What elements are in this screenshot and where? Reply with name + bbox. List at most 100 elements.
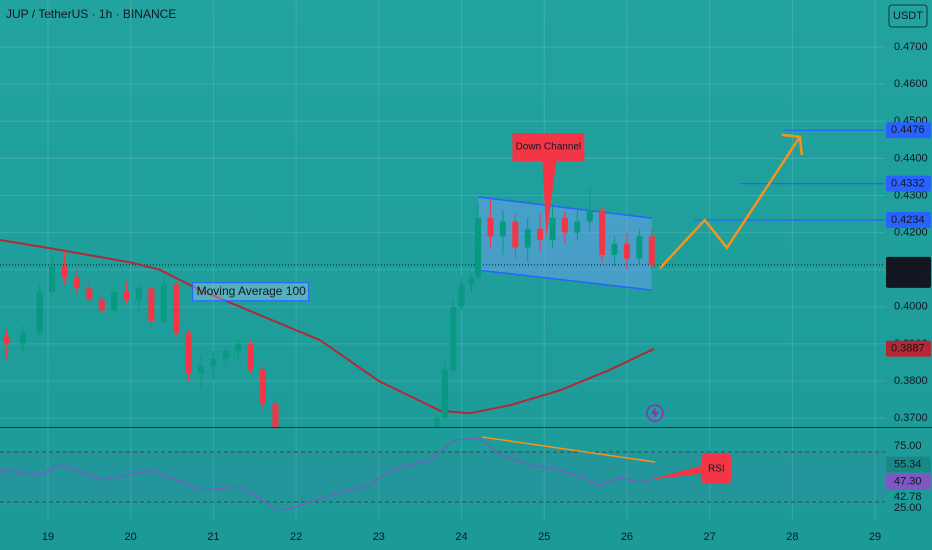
candle-body: [247, 343, 254, 370]
rsi-pill-label: 55.34: [894, 459, 922, 471]
y-tick-label: 0.4200: [894, 227, 928, 239]
rsi-tick-label: 25.00: [894, 502, 922, 514]
price-pill-label: 0.4332: [891, 178, 925, 190]
candle-body: [450, 306, 457, 370]
candle-body: [61, 265, 68, 278]
x-tick-label: 28: [786, 531, 798, 543]
x-tick-label: 24: [455, 531, 467, 543]
candle-body: [272, 403, 279, 427]
y-tick-label: 0.4700: [894, 41, 928, 53]
candle-body: [222, 351, 229, 359]
rsi-pill-label: 42.78: [894, 491, 922, 503]
candle-body: [160, 284, 167, 322]
rsi-pill: [886, 473, 931, 490]
candle-body: [599, 210, 606, 255]
price-pill-label: 0.4113: [891, 259, 924, 271]
x-tick-label: 26: [621, 531, 633, 543]
price-pill: [886, 122, 931, 139]
rsi-pill: [886, 456, 931, 473]
candle-body: [574, 221, 581, 233]
price-pill: [886, 271, 931, 288]
candle-body: [524, 228, 531, 248]
candle-body: [441, 369, 448, 419]
candle-body: [475, 217, 482, 278]
candle-body: [235, 343, 242, 352]
candle-body: [561, 217, 568, 233]
price-pill-label: 05:33: [891, 274, 919, 286]
candle-body: [487, 217, 494, 237]
candle-body: [499, 221, 506, 237]
candle-body: [537, 228, 544, 241]
candle-body: [433, 418, 440, 427]
rsi-callout: [649, 453, 732, 484]
candle-body: [260, 369, 267, 404]
rsi-tick-label: 75.00: [894, 440, 922, 452]
alert-icon: [646, 404, 664, 422]
candle-body: [73, 277, 80, 289]
candle-body: [458, 284, 465, 307]
candle-body: [611, 243, 618, 255]
price-pill: [886, 340, 931, 357]
channel-lower: [477, 269, 652, 291]
rsi-line: [0, 437, 650, 511]
candle-body: [98, 299, 105, 311]
candle-body: [586, 210, 593, 222]
rsi-band: [0, 452, 885, 502]
candle-body: [648, 236, 655, 265]
ma-label: Moving Average 100: [197, 284, 307, 298]
ma-label-box: [192, 282, 310, 302]
price-pill-label: 0.4234: [891, 214, 925, 226]
candle-body: [86, 288, 93, 300]
candle-body: [123, 291, 130, 300]
chart-title: JUP / TetherUS · 1h · BINANCE: [6, 7, 176, 21]
price-pill: [886, 256, 931, 273]
candle-body: [135, 288, 142, 300]
y-tick-label: 0.3700: [894, 412, 928, 424]
projection-path: [659, 136, 801, 270]
y-tick-label: 0.3800: [894, 375, 928, 387]
currency-box: [888, 4, 928, 28]
candle-body: [512, 221, 519, 248]
channel-upper: [477, 196, 652, 219]
candle-body: [549, 217, 556, 241]
candle-body: [185, 332, 192, 374]
candle-body: [111, 291, 118, 311]
candle-body: [20, 332, 27, 344]
x-tick-label: 29: [869, 531, 881, 543]
moving-average: [0, 239, 655, 415]
down-channel-label: Down Channel: [516, 142, 582, 153]
x-tick-label: 19: [42, 531, 54, 543]
y-tick-label: 0.4400: [894, 152, 928, 164]
candle-body: [636, 236, 643, 259]
rsi-label: RSI: [708, 463, 725, 474]
candle-body: [3, 336, 10, 344]
x-tick-label: 21: [207, 531, 219, 543]
candle-body: [49, 265, 56, 292]
price-pill-label: 0.3887: [891, 343, 925, 355]
alert-bolt: [651, 407, 659, 419]
rsi-pane: [0, 437, 650, 511]
currency: USDT: [893, 10, 923, 22]
x-tick-label: 27: [704, 531, 716, 543]
candle-body: [623, 243, 630, 259]
price-pill: [886, 211, 931, 228]
x-tick-label: 23: [373, 531, 385, 543]
x-tick-label: 25: [538, 531, 550, 543]
price-pill: [886, 175, 931, 192]
x-tick-label: 20: [125, 531, 137, 543]
candle-body: [197, 366, 204, 374]
candle-body: [36, 291, 43, 333]
rsi-pill-label: 47.30: [894, 476, 922, 488]
price-pane: [0, 129, 885, 427]
candle-body: [468, 277, 475, 285]
y-tick-label: 0.4300: [894, 189, 928, 201]
x-tick-label: 22: [290, 531, 302, 543]
down-channel-callout: [512, 133, 585, 237]
candle-body: [210, 358, 217, 367]
projection-arrowhead: [781, 133, 804, 156]
candle-body: [148, 288, 155, 322]
candle-body: [173, 284, 180, 333]
